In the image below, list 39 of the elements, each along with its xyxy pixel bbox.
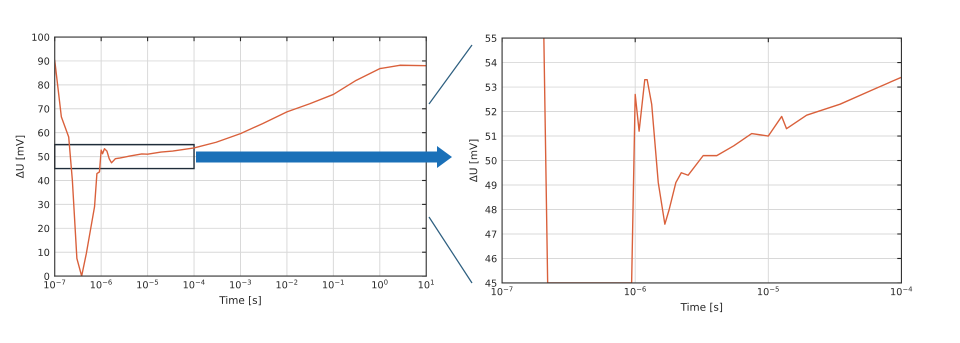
x-tick-label: 10$^{−6}$ [624, 286, 646, 296]
y-tick-label: 100 [32, 34, 50, 41]
y-tick-label: 30 [38, 200, 50, 208]
x-tick-label: 10$^{0}$ [372, 280, 388, 288]
x-tick-label: 10$^{−2}$ [276, 280, 298, 288]
y-tick-label: 49 [485, 181, 497, 189]
y-tick-label: 10 [38, 248, 50, 256]
y-tick-label: 55 [486, 34, 496, 42]
x-tick-label: 10$^{−5}$ [137, 280, 158, 288]
y-tick-label: 52 [486, 108, 496, 116]
x-axis-title: Time [s] [219, 296, 261, 306]
x-tick-label: 10$^{−7}$ [44, 280, 66, 288]
x-tick-label: 10$^{−4}$ [184, 280, 205, 288]
x-tick-label: 10$^{−5}$ [758, 286, 779, 296]
y-tick-label: 20 [38, 224, 50, 232]
y-tick-label: 40 [38, 176, 50, 184]
x-tick-label: 10$^{−3}$ [230, 280, 252, 288]
x-axis-title: Time [s] [680, 302, 722, 312]
y-tick-label: 70 [38, 105, 50, 113]
y-tick-label: 50 [486, 157, 497, 164]
y-tick-label: 80 [38, 81, 50, 89]
y-tick-label: 0 [44, 272, 50, 280]
y-tick-label: 50 [38, 153, 50, 160]
x-tick-label: 10$^{−7}$ [492, 286, 513, 296]
x-tick-label: 10$^{−1}$ [323, 280, 344, 288]
y-tick-label: 45 [485, 280, 496, 287]
y-tick-label: 54 [486, 59, 497, 66]
y-axis-title: ΔU [mV] [16, 136, 25, 178]
y-tick-label: 48 [485, 206, 497, 214]
x-tick-label: 10$^{−4}$ [891, 286, 912, 296]
y-axis-title: ΔU [mV] [469, 140, 478, 182]
y-tick-label: 51 [486, 132, 496, 140]
x-tick-label: 10$^{−6}$ [90, 280, 112, 288]
x-tick-label: 10$^{1}$ [418, 280, 434, 288]
y-tick-label: 90 [38, 57, 50, 65]
y-tick-label: 47 [485, 230, 496, 238]
y-tick-label: 53 [486, 84, 496, 91]
y-tick-label: 60 [38, 129, 50, 137]
y-tick-label: 46 [485, 254, 497, 262]
